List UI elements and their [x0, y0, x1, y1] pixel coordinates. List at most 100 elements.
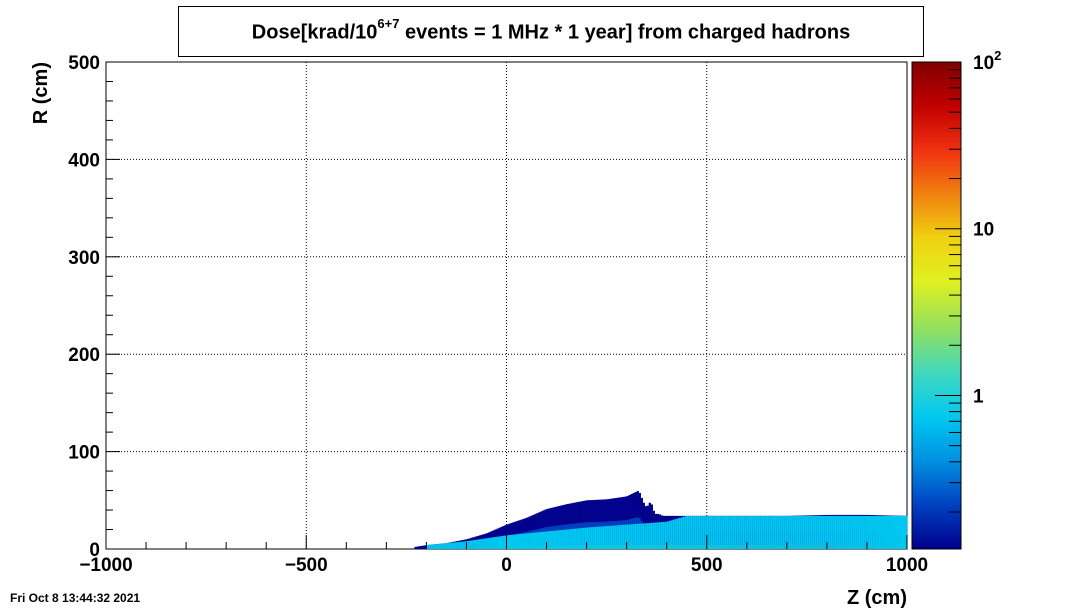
heatmap-cell: [874, 515, 878, 549]
heatmap-cell: [726, 515, 730, 549]
heatmap-cell: [432, 544, 435, 549]
heatmap-cell: [720, 515, 724, 549]
heatmap-cell: [716, 515, 720, 549]
heatmap-cell: [852, 515, 856, 549]
heatmap-cell: [710, 515, 714, 549]
heatmap-cell: [588, 527, 591, 549]
heatmap-cell: [854, 515, 858, 549]
heatmap-cell: [576, 528, 579, 549]
heatmap-cell: [752, 515, 756, 549]
heatmap-cell: [594, 526, 597, 549]
x-tick-label: 500: [691, 555, 723, 576]
heatmap-cell: [458, 541, 461, 549]
heatmap-cell: [546, 531, 549, 549]
heatmap-cell: [604, 526, 607, 549]
heatmap-cell: [586, 527, 589, 549]
heatmap-cell: [672, 519, 676, 549]
title-exponent: 6+7: [377, 15, 400, 31]
heatmap-cell: [824, 515, 828, 549]
heatmap-cell: [802, 515, 806, 549]
heatmap-cell: [876, 515, 880, 549]
heatmap-cell: [420, 545, 423, 549]
heatmap-cell: [770, 515, 774, 549]
heatmap-cell: [540, 531, 543, 549]
heatmap-cell: [464, 541, 467, 549]
heatmap-cell: [496, 536, 499, 549]
heatmap-cell: [666, 521, 670, 549]
heatmap-cell: [590, 527, 593, 549]
heatmap-cell: [730, 515, 734, 549]
heatmap-cell: [868, 515, 872, 549]
heatmap-cell: [858, 515, 862, 549]
heatmap-cell: [584, 527, 587, 549]
heatmap-cell: [474, 539, 477, 549]
y-tick-label: 200: [68, 345, 100, 366]
heatmap-cell: [878, 515, 882, 549]
heatmap-cell: [506, 535, 509, 549]
heatmap-cell: [696, 515, 700, 549]
heatmap-cell: [800, 515, 804, 549]
heatmap-cell: [848, 515, 852, 549]
y-axis-label: R (cm): [30, 62, 52, 124]
heatmap-cell: [434, 544, 437, 549]
chart-title: Dose[krad/106+7 events = 1 MHz * 1 year]…: [252, 15, 850, 45]
heatmap-cell: [440, 543, 443, 549]
heatmap-cell: [660, 522, 663, 549]
heatmap-cell: [438, 543, 441, 549]
heatmap-cell: [636, 523, 639, 549]
heatmap-cell: [680, 517, 684, 549]
heatmap-cell: [692, 515, 696, 549]
x-tick-label: 0: [501, 555, 512, 576]
x-tick-label: 1000: [886, 555, 928, 576]
heatmap-cell: [822, 515, 826, 549]
heatmap-cell: [454, 542, 457, 549]
heatmap-cell: [668, 520, 672, 549]
heatmap-cell: [528, 533, 531, 549]
heatmap-cell: [598, 526, 601, 549]
heatmap-cell: [704, 515, 708, 549]
y-tick-label: 300: [68, 248, 100, 269]
heatmap-cell: [492, 537, 495, 549]
heatmap-cell: [760, 515, 764, 549]
heatmap-cell: [542, 531, 545, 549]
heatmap-cell: [904, 515, 908, 549]
heatmap-cell: [866, 515, 870, 549]
heatmap-cell: [860, 515, 864, 549]
heatmap-cell: [466, 541, 469, 549]
heatmap-cell: [784, 515, 788, 549]
heatmap-cell: [728, 515, 732, 549]
heatmap-cell: [834, 515, 838, 549]
x-axis-label: Z (cm): [847, 587, 907, 609]
heatmap-cell: [596, 526, 599, 549]
heatmap-cell: [712, 515, 716, 549]
heatmap-cell: [558, 530, 561, 549]
heatmap-cell: [424, 545, 427, 549]
heatmap-cell: [764, 515, 768, 549]
heatmap-cell: [790, 515, 794, 549]
heatmap-cell: [652, 522, 655, 549]
heatmap-cell: [694, 515, 698, 549]
heatmap-cell: [544, 531, 547, 549]
heatmap-cell: [430, 544, 433, 549]
heatmap-cell: [806, 515, 810, 549]
heatmap-cell: [628, 524, 631, 549]
heatmap-cell: [610, 525, 613, 549]
heatmap-cell: [718, 515, 722, 549]
colorbar-tick-label: 102: [973, 48, 1001, 74]
heatmap-cell: [520, 533, 523, 549]
heatmap-cell: [490, 537, 493, 549]
heatmap-cell: [448, 542, 451, 549]
heatmap-cell: [502, 535, 505, 549]
heatmap-cell: [826, 515, 830, 549]
heatmap-cell: [504, 535, 507, 549]
heatmap-cell: [658, 522, 661, 549]
heatmap-cell: [740, 515, 744, 549]
heatmap-cell: [782, 515, 786, 549]
heatmap-cell: [452, 542, 455, 549]
heatmap-region: [414, 491, 908, 549]
heatmap-cell: [892, 515, 896, 549]
heatmap-cell: [676, 518, 680, 549]
y-tick-label: 400: [68, 150, 100, 171]
heatmap-cell: [656, 522, 659, 549]
heatmap-cell: [832, 515, 836, 549]
